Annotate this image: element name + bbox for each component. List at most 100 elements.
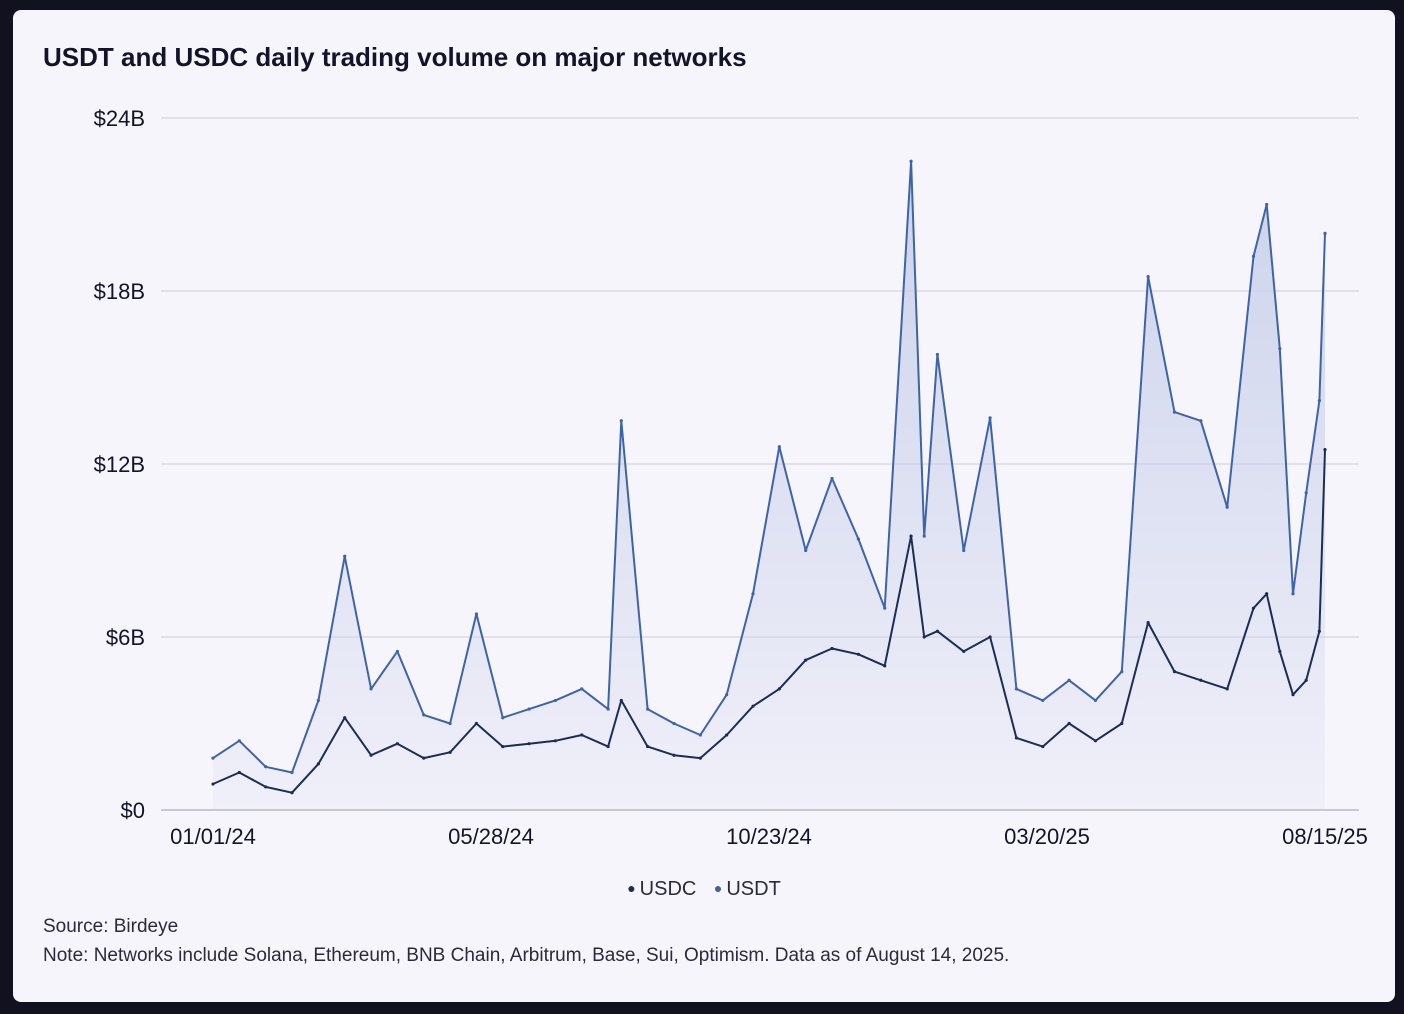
y-tick-label: $24B [94, 106, 145, 131]
usdt-point [725, 693, 728, 696]
usdc-point [923, 635, 926, 638]
usdt-point [699, 733, 702, 736]
legend-label-usdt: USDT [726, 878, 780, 900]
y-tick-label: $12B [94, 452, 145, 477]
usdc-point [238, 771, 241, 774]
usdt-point [1291, 592, 1294, 595]
usdt-point [672, 722, 675, 725]
chart-plot: $0 $6B $12B $18B $24B 01/01/24 05/28/24 10/23/2… [13, 10, 1395, 1002]
usdc-point [909, 534, 912, 537]
usdc-point [1318, 630, 1321, 633]
footnote: Note: Networks include Solana, Ethereum,… [43, 945, 1009, 967]
usdc-point [528, 742, 531, 745]
usdc-point [936, 630, 939, 633]
usdt-point [620, 419, 623, 422]
usdt-point [369, 687, 372, 690]
usdt-point [607, 707, 610, 710]
legend-item-usdc[interactable]: ● USDC [627, 878, 702, 900]
usdt-point [1120, 670, 1123, 673]
usdt-point [1173, 411, 1176, 414]
usdc-point [369, 754, 372, 757]
usdt-point [264, 765, 267, 768]
usdc-point [646, 745, 649, 748]
usdt-point [1094, 699, 1097, 702]
usdt-point [501, 716, 504, 719]
usdc-point [1305, 679, 1308, 682]
usdc-point [211, 782, 214, 785]
usdc-point [422, 757, 425, 760]
legend-marker-usdc: ● [627, 880, 635, 896]
usdt-point [290, 771, 293, 774]
usdc-point [1265, 592, 1268, 595]
y-tick-label: $6B [106, 625, 145, 650]
usdt-point [1068, 679, 1071, 682]
usdc-point [448, 751, 451, 754]
usdc-point [343, 716, 346, 719]
usdt-point [1015, 687, 1018, 690]
usdc-point [1041, 745, 1044, 748]
usdt-point [778, 445, 781, 448]
usdc-point [1199, 679, 1202, 682]
usdc-point [1120, 722, 1123, 725]
legend-label-usdc: USDC [640, 878, 697, 900]
x-tick-label: 03/20/25 [1004, 824, 1090, 849]
usdt-point [923, 534, 926, 537]
chart-card: USDT and USDC daily trading volume on ma… [13, 10, 1395, 1002]
source-note: Source: Birdeye [43, 916, 178, 938]
usdc-point [554, 739, 557, 742]
x-tick-label: 10/23/24 [726, 824, 812, 849]
usdt-point [1199, 419, 1202, 422]
usdt-point [211, 757, 214, 760]
legend-item-usdt[interactable]: ● USDT [714, 878, 781, 900]
x-tick-label: 05/28/24 [448, 824, 534, 849]
usdc-point [725, 733, 728, 736]
usdc-point [475, 722, 478, 725]
usdt-point [422, 713, 425, 716]
usdt-point [1147, 275, 1150, 278]
x-tick-label: 01/01/24 [170, 824, 256, 849]
usdt-area [213, 161, 1325, 810]
usdc-point [396, 742, 399, 745]
usdt-point [1323, 232, 1326, 235]
usdc-point [264, 785, 267, 788]
usdt-point [343, 555, 346, 558]
usdc-point [1252, 607, 1255, 610]
usdt-point [857, 537, 860, 540]
usdc-point [830, 647, 833, 650]
usdc-point [962, 650, 965, 653]
usdt-point [751, 592, 754, 595]
y-tick-label: $18B [94, 279, 145, 304]
usdc-point [501, 745, 504, 748]
usdc-point [857, 653, 860, 656]
usdt-point [830, 477, 833, 480]
usdt-point [988, 416, 991, 419]
usdc-point [1278, 650, 1281, 653]
usdc-point [699, 757, 702, 760]
usdc-point [317, 762, 320, 765]
usdc-point [988, 635, 991, 638]
usdt-point [528, 707, 531, 710]
usdt-point [909, 160, 912, 163]
chart-legend: ● USDC ● USDT [13, 878, 1395, 901]
y-tick-label: $0 [121, 798, 145, 823]
usdc-point [672, 754, 675, 757]
usdt-point [883, 607, 886, 610]
usdt-point [238, 739, 241, 742]
usdt-point [1278, 347, 1281, 350]
usdt-point [1265, 203, 1268, 206]
usdc-point [751, 705, 754, 708]
usdt-point [1226, 506, 1229, 509]
usdt-point [448, 722, 451, 725]
usdc-point [1226, 687, 1229, 690]
usdc-point [1173, 670, 1176, 673]
usdc-point [620, 699, 623, 702]
usdc-point [1291, 693, 1294, 696]
usdt-point [580, 687, 583, 690]
usdt-point [554, 699, 557, 702]
usdt-point [1041, 699, 1044, 702]
usdc-point [804, 658, 807, 661]
usdt-point [1305, 491, 1308, 494]
usdc-point [778, 687, 781, 690]
usdc-point [1147, 621, 1150, 624]
usdc-point [580, 733, 583, 736]
